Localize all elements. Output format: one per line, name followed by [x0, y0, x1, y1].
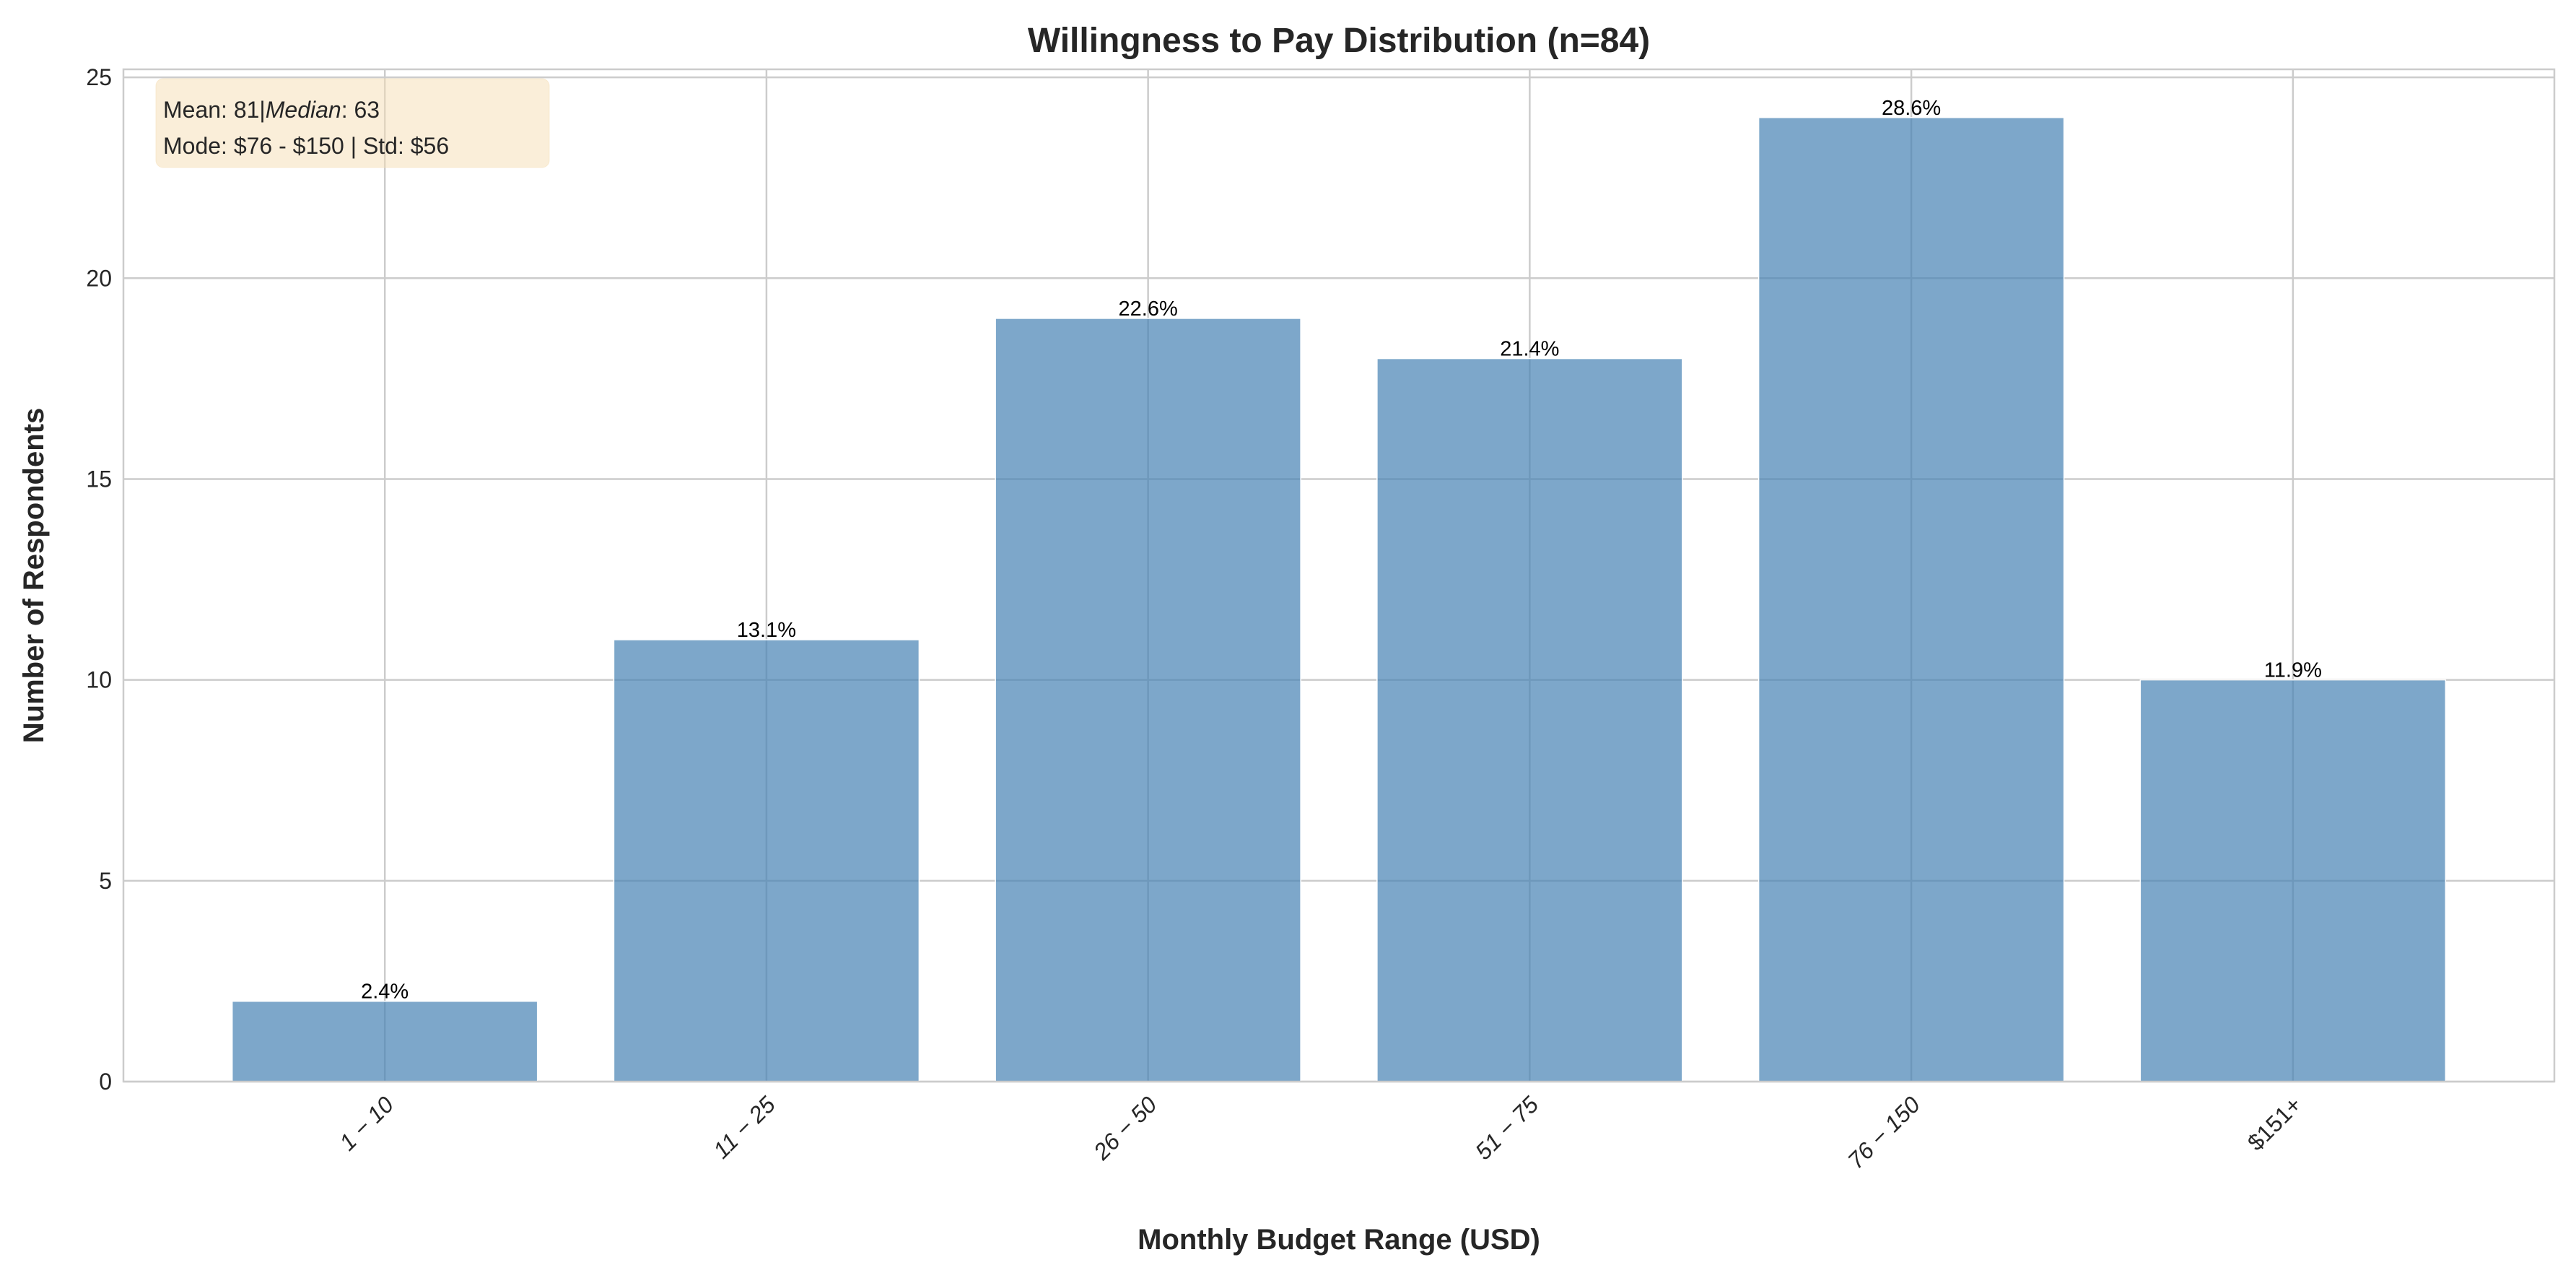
data-label: 13.1% [737, 619, 796, 642]
x-tick-label: $151+ [2243, 1091, 2307, 1155]
annotation-line-1: Mean: 81|Median: 63 [163, 97, 380, 123]
y-tick-label: 5 [99, 868, 112, 894]
y-tick-label: 20 [86, 265, 112, 291]
x-tick-label: 76 − 150 [1843, 1091, 1925, 1173]
data-labels: 2.4% 13.1% 22.6% 21.4% 28.6% 11.9% [361, 97, 2322, 1004]
data-label: 22.6% [1119, 297, 1178, 321]
y-tick-label: 15 [86, 466, 112, 492]
y-tick-label: 25 [86, 64, 112, 90]
stats-annotation: Mean: 81|Median: 63 Mode: $76 - $150 | S… [155, 78, 550, 168]
bar [231, 1000, 538, 1082]
y-axis-label: Number of Respondents [18, 408, 50, 743]
data-label: 21.4% [1500, 338, 1559, 361]
bar [1758, 117, 2065, 1082]
chart-title: Willingness to Pay Distribution (n=84) [1028, 22, 1650, 60]
y-tick-labels: 0 5 10 15 20 25 [86, 64, 112, 1095]
y-tick-label: 0 [99, 1069, 112, 1095]
x-tick-labels: 1 − 10 11 − 25 26 − 50 51 − 75 76 − 150 $151+ [334, 1091, 2307, 1173]
bar [1376, 357, 1683, 1082]
bars [231, 117, 2447, 1082]
x-tick-label: 51 − 75 [1470, 1091, 1544, 1165]
x-tick-label: 1 − 10 [334, 1091, 398, 1155]
bar [613, 639, 920, 1082]
y-tick-label: 10 [86, 667, 112, 693]
annotation-box [155, 78, 550, 168]
bar [995, 318, 1301, 1082]
data-label: 2.4% [361, 981, 409, 1004]
x-tick-label: 26 − 50 [1088, 1091, 1161, 1165]
data-label: 11.9% [2264, 659, 2322, 682]
x-tick-label: 11 − 25 [708, 1091, 780, 1163]
bar [2139, 679, 2447, 1082]
x-axis-label: Monthly Budget Range (USD) [1138, 1224, 1540, 1256]
plot-frame [122, 68, 2556, 1083]
annotation-line-2: Mode: $76 - $150 | Std: $56 [163, 133, 449, 159]
data-label: 28.6% [1882, 97, 1941, 120]
